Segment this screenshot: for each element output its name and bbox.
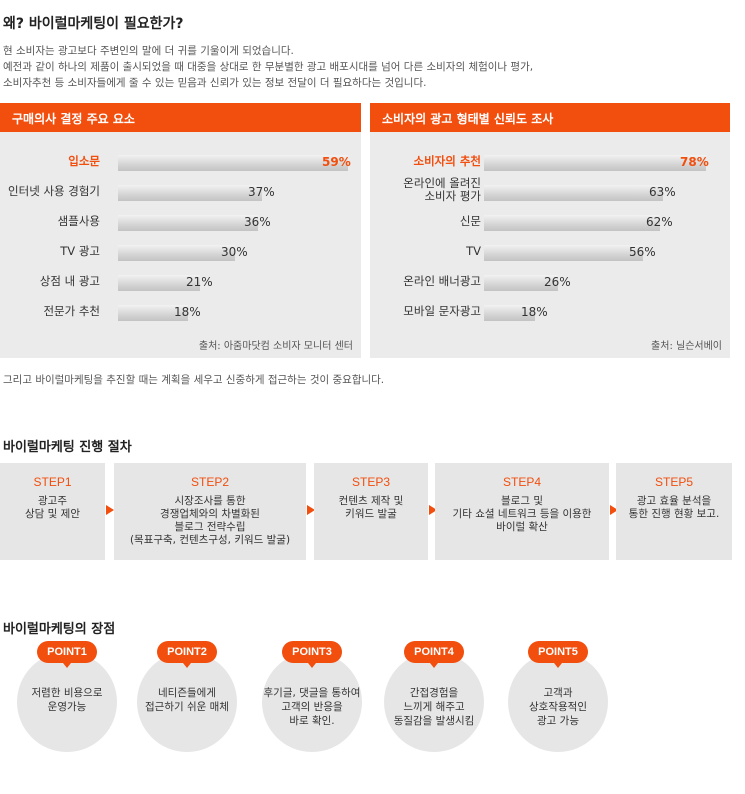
intro-line: 소비자추천 등 소비자들에게 줄 수 있는 믿음과 신뢰가 있는 정보 전달이 … (3, 77, 427, 89)
bar (118, 245, 235, 261)
value-label: 18% (174, 305, 201, 319)
value-label: 30% (221, 245, 248, 259)
category-label: TV (466, 244, 481, 258)
category-label: 온라인에 올려진 소비자 평가 (403, 176, 481, 203)
point-text: 간접경험을 느끼게 해주고 동질감을 발생시킴 (393, 687, 475, 727)
point-badge: POINT3 (282, 641, 342, 668)
bar (118, 215, 258, 231)
point-circle: POINT1 저렴한 비용으로 운영가능 (17, 641, 117, 752)
bar (484, 305, 535, 321)
category-label: 인터넷 사용 경험기 (8, 184, 100, 198)
arrow-right-icon (307, 505, 315, 515)
bar (118, 275, 200, 291)
point-badge: POINT2 (157, 641, 217, 668)
point-circle: POINT3 후기글, 댓글을 통하여 고객의 반응을 바로 확인. (262, 641, 362, 752)
step-box: STEP5 광고 효율 분석을 통한 진행 현황 보고. (616, 463, 732, 560)
chart-row: 모바일 문자광고 18% (370, 304, 730, 324)
bar (484, 275, 558, 291)
intro-line: 현 소비자는 광고보다 주변인의 말에 더 귀를 기울이게 되었습니다. (3, 45, 294, 57)
bar (484, 245, 643, 261)
chart-row: 입소문 59% (0, 154, 361, 174)
panel-title: 소비자의 광고 형태별 신뢰도 조사 (370, 103, 730, 132)
value-label: 62% (646, 215, 673, 229)
chart-source: 출처: 아줌마닷컴 소비자 모니터 센터 (198, 341, 353, 352)
steps-heading: 바이럴마케팅 진행 절차 (3, 440, 132, 455)
value-label: 37% (248, 185, 275, 199)
value-label: 56% (629, 245, 656, 259)
arrow-right-icon (106, 505, 114, 515)
arrow-right-icon (429, 505, 437, 515)
step-text: 광고주 상담 및 제안 (25, 495, 80, 520)
value-label: 63% (649, 185, 676, 199)
category-label: 모바일 문자광고 (403, 304, 481, 318)
step-number: STEP2 (190, 475, 229, 489)
chart-row: 온라인 배너광고 26% (370, 274, 730, 294)
value-label: 36% (244, 215, 271, 229)
note-text: 그리고 바이럴마케팅을 추진할 때는 계획을 세우고 신중하게 접근하는 것이 … (3, 374, 385, 386)
chart-row: 상점 내 광고 21% (0, 274, 361, 294)
category-label: 상점 내 광고 (39, 274, 100, 288)
point-text: 고객과 상호작용적인 광고 가능 (529, 687, 587, 727)
intro-line: 예전과 같이 하나의 제품이 출시되었을 때 대중을 상대로 한 무분별한 광고… (3, 61, 534, 73)
step-number: STEP4 (502, 475, 541, 489)
chart-row: 소비자의 추천 78% (370, 154, 730, 174)
arrow-right-icon (610, 505, 618, 515)
chart-source: 출처: 닐슨서베이 (651, 341, 722, 352)
panel-title: 구매의사 결정 주요 요소 (0, 103, 361, 132)
step-box: STEP1 광고주 상담 및 제안 (0, 463, 105, 560)
chart-row: 신문 62% (370, 214, 730, 234)
step-number: STEP5 (654, 475, 693, 489)
point-badge: POINT5 (528, 641, 588, 668)
category-label: 전문가 추천 (43, 304, 100, 318)
bar (118, 155, 348, 171)
point-circle: POINT5 고객과 상호작용적인 광고 가능 (508, 641, 608, 752)
category-label: 신문 (459, 214, 481, 228)
step-number: STEP1 (33, 475, 72, 489)
category-label: TV 광고 (60, 244, 100, 258)
step-box: STEP3 컨텐츠 제작 및 키워드 발굴 (314, 463, 428, 560)
point-text: 저렴한 비용으로 운영가능 (31, 687, 103, 713)
chart-row: 인터넷 사용 경험기 37% (0, 184, 361, 204)
step-number: STEP3 (351, 475, 390, 489)
purchase-factors-panel: 구매의사 결정 주요 요소 입소문 59% 인터넷 사용 경험기 37% 샘플사용 36%… (0, 103, 361, 358)
step-text: 컨텐츠 제작 및 키워드 발굴 (338, 495, 404, 520)
category-label: 온라인 배너광고 (403, 274, 481, 288)
value-label: 59% (322, 155, 351, 169)
chart-row: 온라인에 올려진 소비자 평가 63% (370, 177, 730, 204)
intro-text: 현 소비자는 광고보다 주변인의 말에 더 귀를 기울이게 되었습니다. 예전과… (3, 43, 743, 91)
chart-row: TV 56% (370, 244, 730, 264)
category-label: 입소문 (68, 154, 100, 168)
step-text: 시장조사를 통한 경쟁업체와의 차별화된 블로그 전략수립 (목표구축, 컨텐츠… (129, 495, 291, 546)
point-badge: POINT1 (37, 641, 97, 668)
step-box: STEP2 시장조사를 통한 경쟁업체와의 차별화된 블로그 전략수립 (목표구… (114, 463, 306, 560)
point-circle: POINT4 간접경험을 느끼게 해주고 동질감을 발생시킴 (384, 641, 484, 752)
point-badge: POINT4 (404, 641, 464, 668)
point-circle: POINT2 네티즌들에게 접근하기 쉬운 매체 (137, 641, 237, 752)
point-text: 후기글, 댓글을 통하여 고객의 반응을 바로 확인. (263, 687, 361, 727)
bar (484, 185, 663, 201)
bar (484, 155, 706, 171)
bar (118, 185, 262, 201)
step-text: 블로그 및 기타 쇼셜 네트워크 등을 이용한 바이럴 확산 (452, 495, 592, 533)
value-label: 21% (186, 275, 213, 289)
ad-trust-panel: 소비자의 광고 형태별 신뢰도 조사 소비자의 추천 78% 온라인에 올려진 소비… (370, 103, 730, 358)
value-label: 26% (544, 275, 571, 289)
category-label: 소비자의 추천 (413, 154, 481, 168)
step-box: STEP4 블로그 및 기타 쇼셜 네트워크 등을 이용한 바이럴 확산 (435, 463, 609, 560)
chart-row: 전문가 추천 18% (0, 304, 361, 324)
step-text: 광고 효율 분석을 통한 진행 현황 보고. (628, 495, 720, 520)
category-label: 샘플사용 (57, 214, 100, 228)
points-heading: 바이럴마케팅의 장점 (3, 622, 116, 637)
bar (118, 305, 188, 321)
point-text: 네티즌들에게 접근하기 쉬운 매체 (145, 687, 229, 713)
page-title: 왜? 바이럴마케팅이 필요한가? (3, 16, 184, 32)
chart-row: TV 광고 30% (0, 244, 361, 264)
value-label: 78% (680, 155, 709, 169)
bar (484, 215, 660, 231)
chart-row: 샘플사용 36% (0, 214, 361, 234)
value-label: 18% (521, 305, 548, 319)
